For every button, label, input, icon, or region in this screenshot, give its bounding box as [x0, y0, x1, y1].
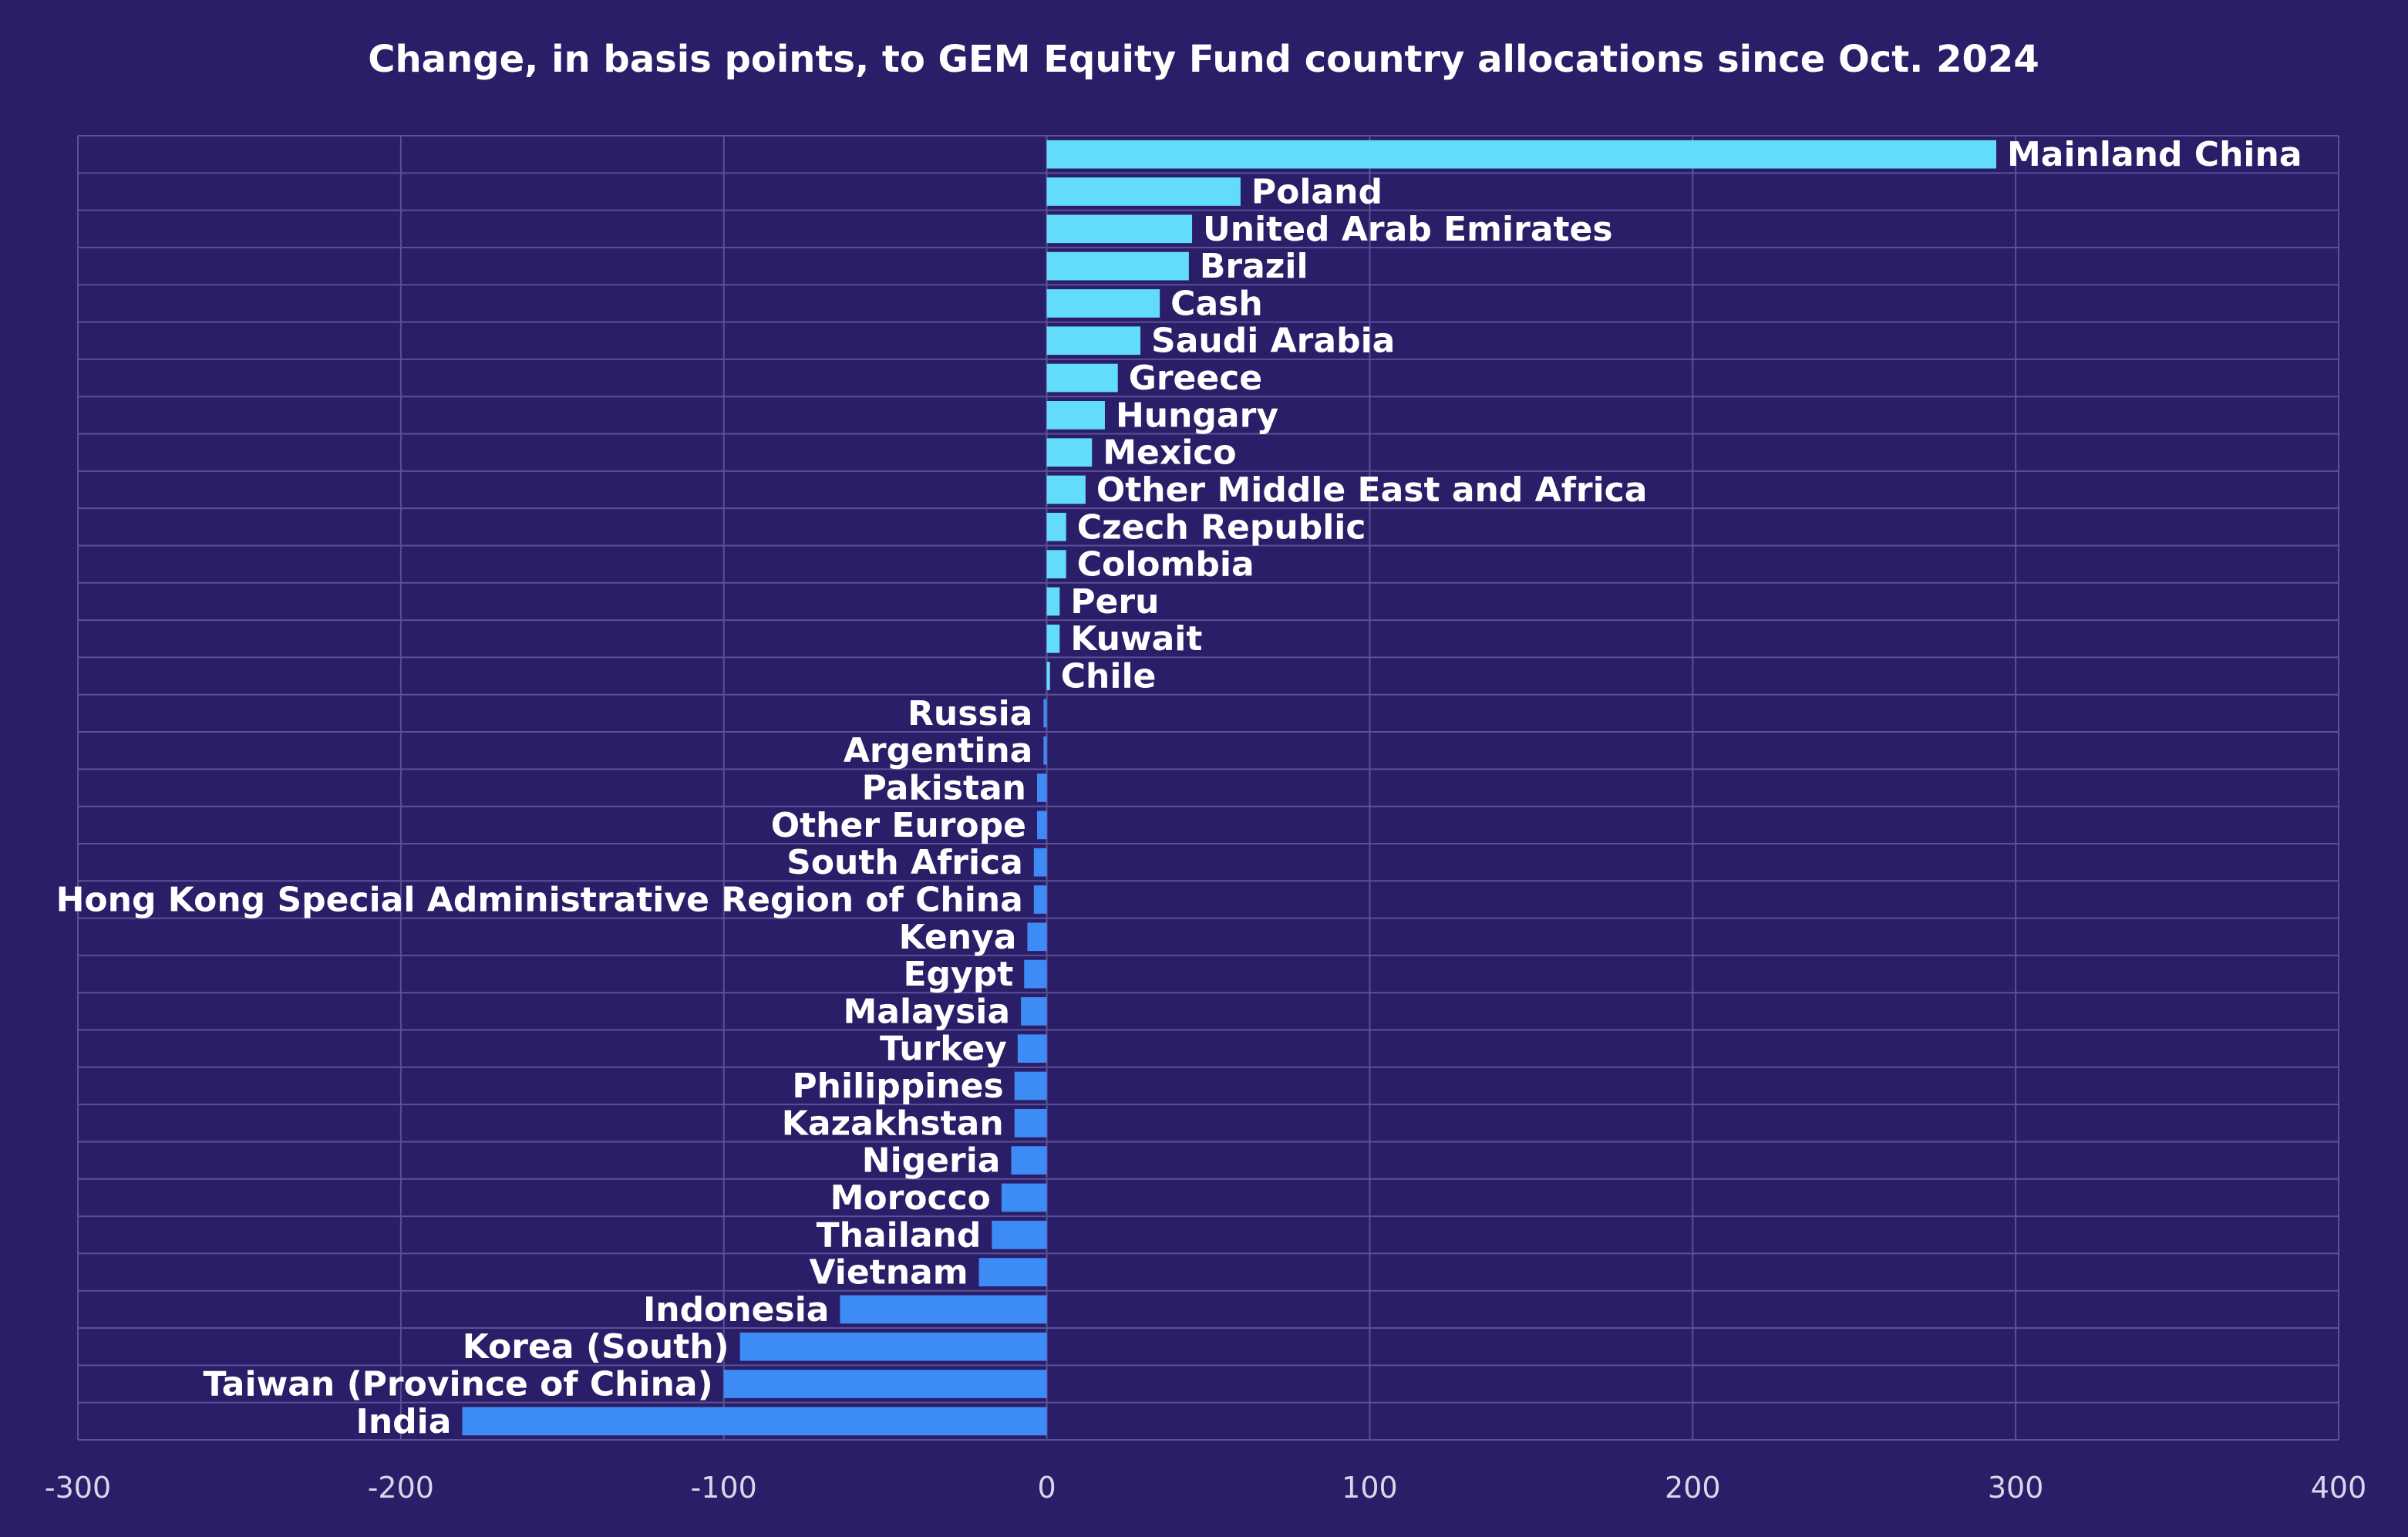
- category-label: Saudi Arabia: [1151, 322, 1395, 361]
- bar: [1011, 1146, 1047, 1175]
- bar: [1027, 922, 1047, 952]
- category-label: Russia: [908, 694, 1032, 733]
- category-label: Mainland China: [2007, 135, 2302, 174]
- category-label: Turkey: [880, 1030, 1007, 1069]
- category-label: Taiwan (Province of China): [203, 1365, 712, 1404]
- category-label: Korea (South): [463, 1327, 729, 1367]
- category-label: Peru: [1070, 582, 1159, 622]
- category-label: Argentina: [844, 731, 1033, 770]
- bar: [1046, 400, 1105, 430]
- category-label: India: [355, 1402, 451, 1441]
- bar: [1046, 587, 1060, 616]
- category-label: Vietnam: [810, 1253, 968, 1293]
- bar: [1033, 848, 1047, 877]
- category-label: Poland: [1251, 172, 1382, 211]
- x-tick-label: 100: [1342, 1471, 1398, 1505]
- bar: [1014, 1108, 1047, 1138]
- bar: [1046, 140, 1997, 169]
- bar: [1043, 736, 1047, 765]
- category-label: Hungary: [1116, 396, 1278, 435]
- category-label: United Arab Emirates: [1203, 210, 1613, 249]
- bar: [1037, 811, 1047, 840]
- category-label: Brazil: [1200, 247, 1308, 286]
- category-label: Other Europe: [771, 806, 1026, 845]
- category-label: Kenya: [899, 918, 1017, 957]
- bar: [1033, 885, 1047, 914]
- bar: [739, 1332, 1047, 1361]
- category-label: Colombia: [1077, 545, 1255, 585]
- category-label: Kazakhstan: [782, 1104, 1004, 1143]
- category-label: Mexico: [1103, 433, 1236, 473]
- x-tick-label: 200: [1665, 1471, 1721, 1505]
- bar: [1046, 251, 1189, 281]
- bar: [992, 1220, 1047, 1249]
- category-label: South Africa: [786, 843, 1023, 882]
- category-label: Egypt: [903, 955, 1013, 994]
- category-label: Malaysia: [844, 992, 1011, 1031]
- category-label: Philippines: [792, 1067, 1003, 1106]
- bar: [1046, 326, 1141, 356]
- category-label: Pakistan: [862, 769, 1026, 808]
- bar: [1037, 774, 1047, 802]
- category-label: Hong Kong Special Administrative Region …: [56, 880, 1023, 919]
- bar: [1046, 662, 1050, 690]
- category-label: Nigeria: [862, 1141, 1001, 1181]
- bar: [462, 1407, 1047, 1436]
- bar: [1046, 177, 1241, 206]
- bar: [1001, 1183, 1047, 1212]
- x-tick-label: -100: [691, 1471, 757, 1505]
- bar: [1024, 959, 1047, 989]
- bars: [462, 140, 1997, 1436]
- category-label: Morocco: [830, 1178, 991, 1218]
- x-tick-label: -300: [45, 1471, 111, 1505]
- category-label: Greece: [1129, 359, 1262, 398]
- grid-lines: [77, 135, 2339, 1441]
- bar: [1046, 475, 1086, 504]
- category-label: Thailand: [817, 1215, 982, 1255]
- x-tick-label: 0: [1037, 1471, 1056, 1505]
- category-label: Czech Republic: [1077, 507, 1366, 547]
- bar: [1046, 550, 1066, 578]
- bar: [1046, 624, 1060, 653]
- bar: [1046, 438, 1093, 467]
- bar: [1017, 1034, 1047, 1063]
- category-label: Chile: [1061, 657, 1157, 696]
- category-label: Indonesia: [643, 1290, 830, 1330]
- bar: [1043, 699, 1047, 728]
- bar: [723, 1370, 1047, 1398]
- chart-title: Change, in basis points, to GEM Equity F…: [368, 38, 2039, 81]
- bar: [1014, 1071, 1047, 1101]
- bar: [1046, 363, 1118, 393]
- bar: [840, 1295, 1047, 1324]
- bar: [978, 1258, 1047, 1286]
- category-label: Cash: [1170, 284, 1263, 323]
- x-axis-ticks: -300 -200 -100 0 100 200 300 400: [45, 1471, 2366, 1505]
- x-tick-label: -200: [368, 1471, 434, 1505]
- x-tick-label: 400: [2311, 1471, 2367, 1505]
- bar: [1021, 997, 1047, 1026]
- x-tick-label: 300: [1988, 1471, 2044, 1505]
- category-label: Kuwait: [1070, 619, 1202, 659]
- bar: [1046, 214, 1193, 244]
- category-label: Other Middle East and Africa: [1096, 470, 1648, 510]
- bar: [1046, 512, 1066, 541]
- bar: [1046, 289, 1160, 318]
